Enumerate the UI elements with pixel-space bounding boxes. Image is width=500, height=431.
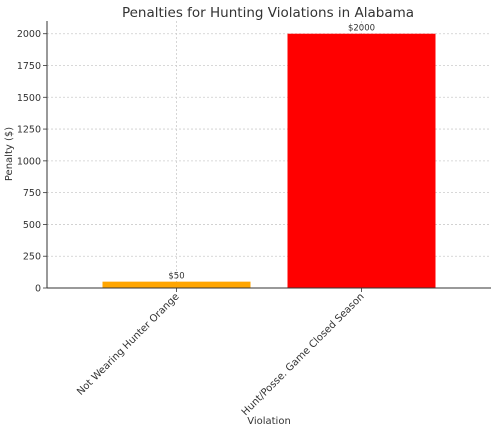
y-tick-label: 1000 — [17, 156, 41, 167]
data-label: $50 — [168, 272, 184, 282]
data-label: $2000 — [348, 24, 375, 34]
y-tick-label: 1250 — [17, 125, 41, 136]
data-labels: $50 $2000 — [168, 24, 375, 282]
chart-title: Penalties for Hunting Violations in Alab… — [122, 5, 414, 21]
y-tick-label: 750 — [23, 188, 41, 199]
bars — [102, 33, 436, 288]
x-tick-label: Not Wearing Hunter Orange — [75, 291, 181, 397]
y-ticks: 0 250 500 750 1000 1250 1500 1750 2000 — [17, 29, 47, 295]
y-tick-label: 0 — [35, 284, 41, 295]
y-axis-label: Penalty ($) — [4, 127, 15, 181]
x-ticks: Not Wearing Hunter Orange Hunt/Posse. Gam… — [75, 288, 367, 418]
y-tick-label: 2000 — [17, 29, 41, 40]
x-tick-label: Hunt/Posse. Game Closed Season — [240, 291, 367, 418]
y-tick-label: 500 — [23, 220, 41, 231]
y-tick-label: 250 — [23, 252, 41, 263]
bar-1 — [102, 281, 251, 288]
x-axis-label: Violation — [247, 416, 291, 427]
y-tick-label: 1500 — [17, 93, 41, 104]
y-tick-label: 1750 — [17, 61, 41, 72]
bar-2 — [287, 33, 436, 288]
